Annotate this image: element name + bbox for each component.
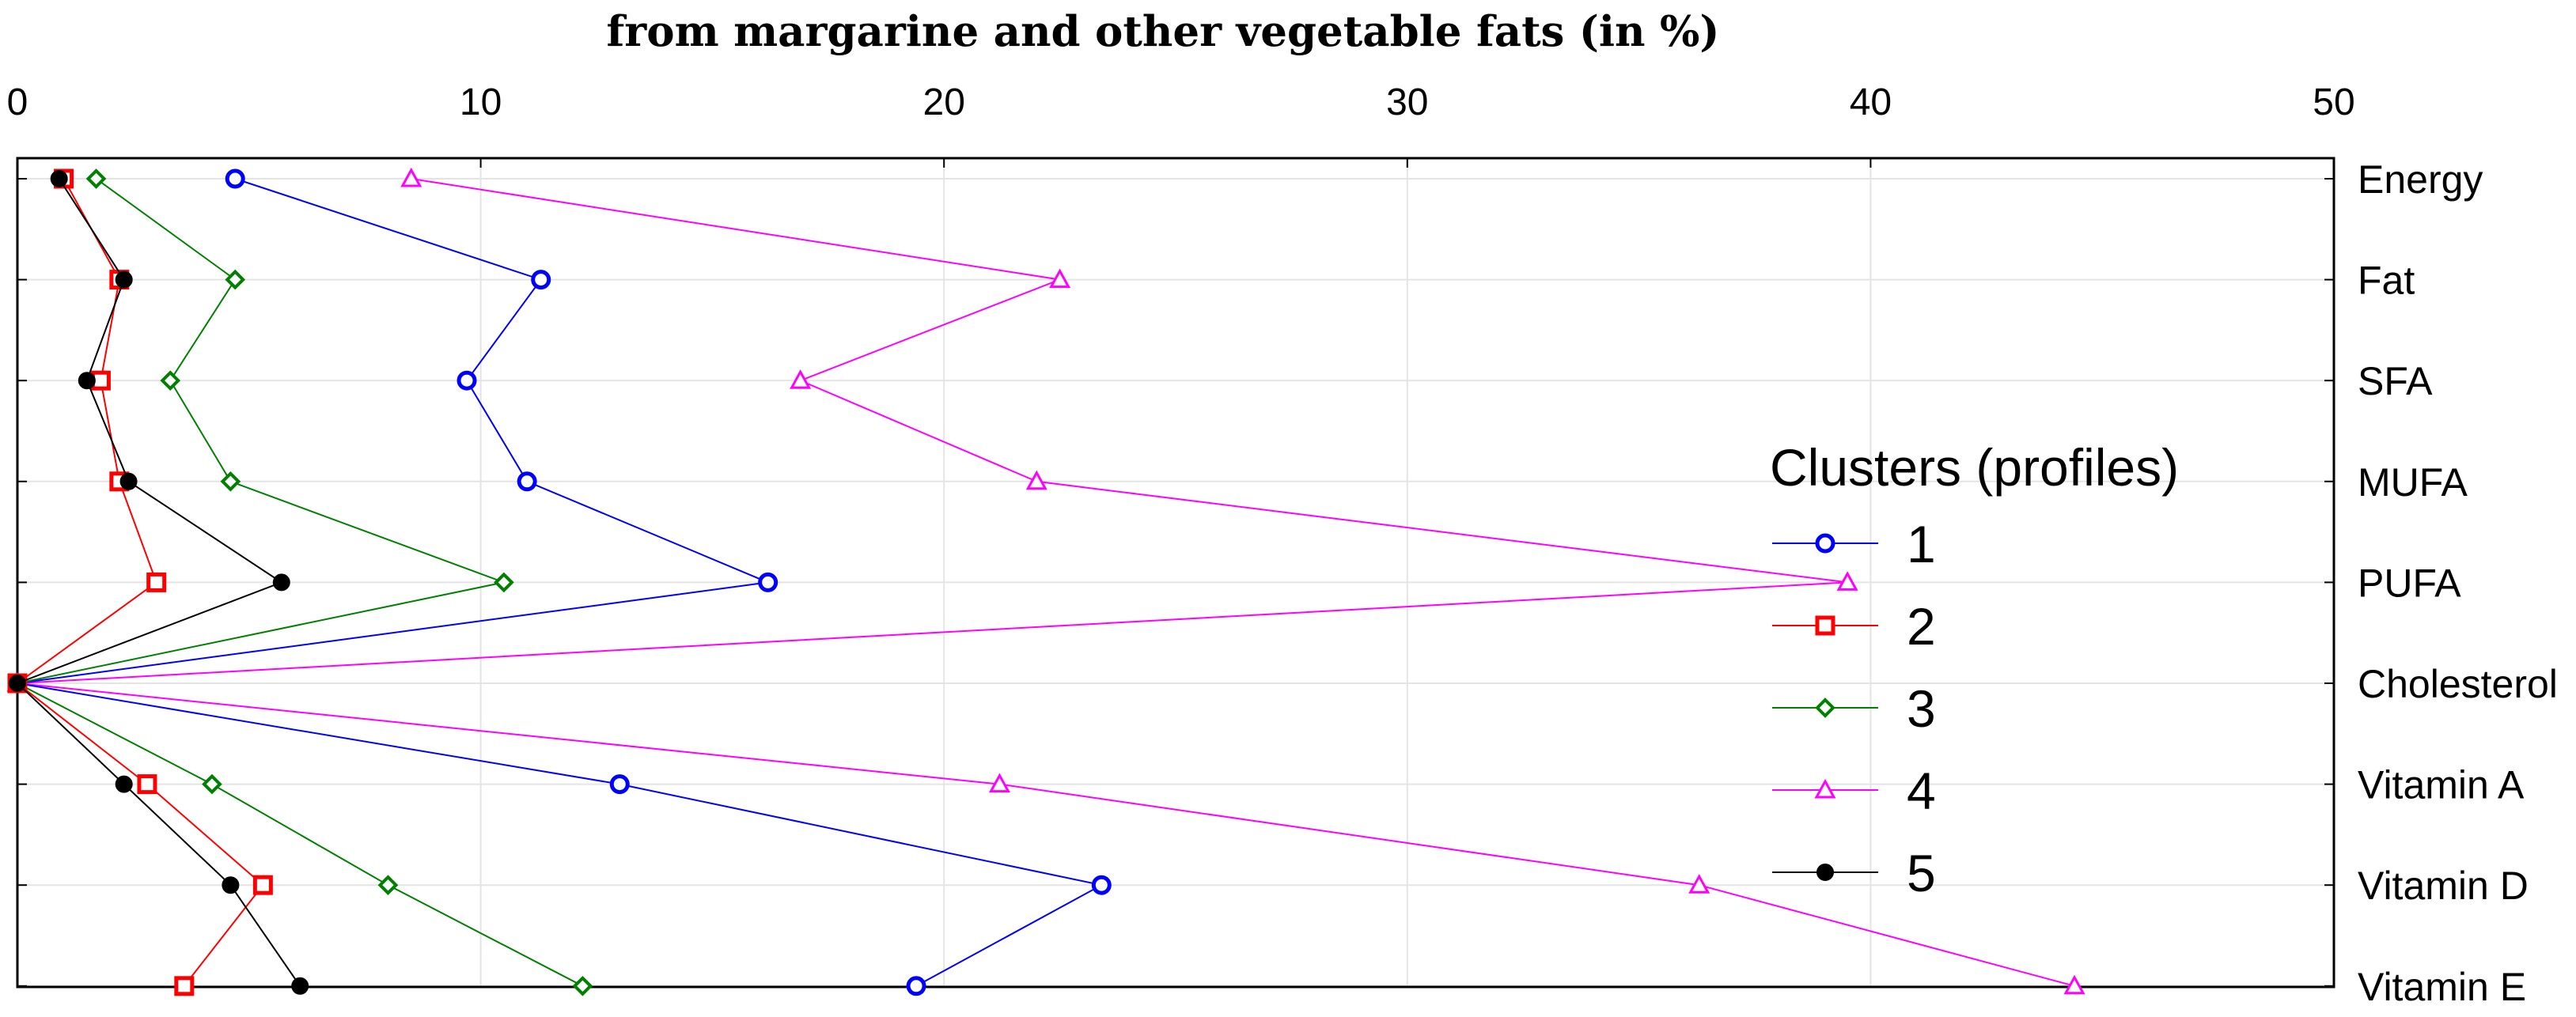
category-label: PUFA [2358, 561, 2461, 605]
data-point [85, 168, 107, 189]
category-label: Energy [2358, 157, 2483, 202]
data-point [119, 472, 138, 490]
data-point [517, 471, 537, 492]
category-label: MUFA [2358, 460, 2468, 505]
category-label: Fat [2358, 259, 2415, 303]
data-point [272, 573, 290, 592]
data-point [531, 270, 551, 290]
data-point [2063, 974, 2085, 995]
data-point [400, 167, 422, 187]
data-point [50, 170, 68, 187]
data-point [1091, 875, 1112, 895]
data-point [220, 471, 241, 492]
data-point [78, 372, 96, 390]
data-point [790, 369, 812, 389]
data-point [137, 774, 157, 795]
data-point [225, 168, 245, 189]
legend-marker-1 [1815, 533, 1835, 554]
x-tick-label: 50 [2313, 81, 2354, 123]
data-point [572, 975, 593, 996]
data-point [609, 774, 630, 795]
legend-label-1: 1 [1907, 515, 1936, 573]
data-point [252, 875, 273, 895]
chart-title: from margarine and other vegetable fats … [607, 7, 1720, 56]
data-point [174, 976, 195, 996]
series-1 [7, 168, 1112, 996]
data-point [906, 976, 926, 996]
plot-frame [16, 157, 2335, 989]
data-point [222, 876, 240, 894]
data-point [115, 775, 133, 793]
legend-marker-5 [1816, 864, 1834, 881]
category-label: Cholesterol [2358, 662, 2558, 706]
x-tick-label: 10 [460, 81, 502, 123]
data-point [1688, 874, 1710, 894]
legend-marker-2 [1815, 615, 1835, 636]
legend-label-5: 5 [1907, 844, 1936, 902]
category-label: Vitamin A [2358, 763, 2525, 807]
grid [17, 158, 2334, 987]
data-point [988, 773, 1011, 793]
legend: Clusters (profiles) 1 2 3 4 5 [1770, 438, 2179, 902]
data-point [9, 675, 26, 692]
series-3 [7, 168, 593, 996]
category-axis: Energy Fat SFA MUFA PUFA Cholesterol Vitamin A… [17, 157, 2558, 1009]
series-5 [9, 170, 309, 995]
legend-label-2: 2 [1907, 597, 1936, 656]
data-point [1836, 571, 1858, 591]
data-point [1025, 470, 1047, 490]
legend-label-3: 3 [1907, 679, 1936, 738]
category-label: SFA [2358, 359, 2433, 403]
data-point [146, 572, 167, 592]
data-point [377, 875, 399, 896]
data-point [160, 370, 181, 391]
category-label: Vitamin D [2358, 864, 2529, 908]
data-point [291, 977, 309, 995]
series-group [6, 167, 2085, 996]
data-point [115, 270, 133, 289]
x-tick-label: 40 [1850, 81, 1892, 123]
x-tick-label: 20 [923, 81, 965, 123]
category-label: Vitamin E [2358, 965, 2526, 1009]
legend-marker-3 [1815, 698, 1835, 718]
data-point [225, 269, 246, 290]
x-axis: 0 10 20 30 40 50 [7, 81, 2355, 168]
data-point [202, 773, 222, 795]
x-tick-label: 30 [1386, 81, 1428, 123]
legend-title: Clusters (profiles) [1770, 438, 2179, 497]
legend-label-4: 4 [1907, 762, 1936, 820]
data-point [1049, 268, 1071, 289]
legend-marker-4 [1814, 778, 1836, 799]
data-point [494, 572, 514, 593]
x-tick-label: 0 [7, 81, 28, 123]
data-point [456, 370, 477, 391]
data-point [758, 572, 778, 592]
